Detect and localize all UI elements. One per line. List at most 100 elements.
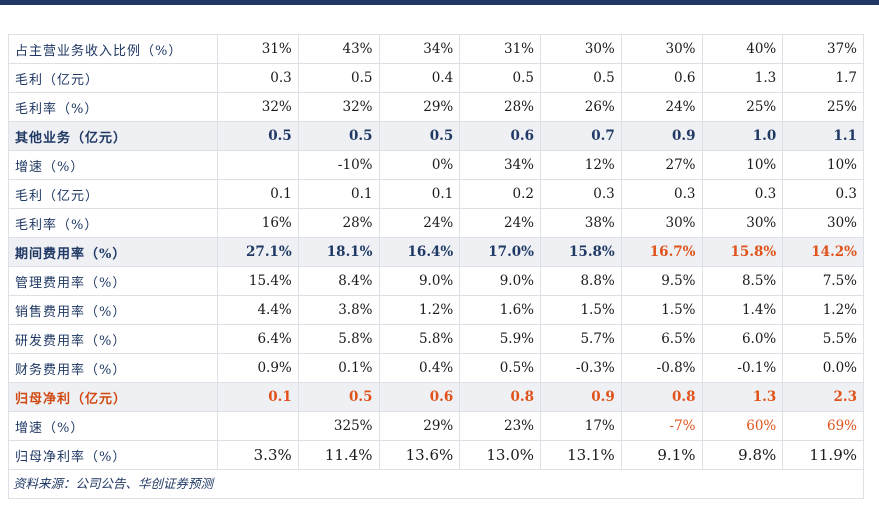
table-cell: 26% [540, 92, 622, 122]
table-cell: 0.7 [540, 121, 622, 151]
table-cell: 0.6 [378, 382, 461, 412]
table-cell: 1.5% [540, 295, 622, 325]
table-cell: 0.8 [620, 382, 703, 412]
table-cell: 1.0 [701, 121, 784, 151]
table-row: 研发费用率（%） 6.4% 5.8% 5.8% 5.9% 5.7% 6.5% 6.0% 5.5% [8, 324, 864, 354]
table-cell: 13.0% [459, 440, 541, 470]
table-row: 毛利率（%） 16% 28% 24% 24% 38% 30% 30% 30% [8, 208, 864, 238]
table-cell [217, 150, 299, 180]
row-label: 管理费用率（%） [8, 266, 218, 296]
table-cell: 3.3% [217, 440, 299, 470]
table-cell: 30% [540, 34, 622, 64]
table-cell: 13.6% [378, 440, 461, 470]
table-cell: 0.2 [459, 179, 541, 209]
row-label: 增速（%） [8, 150, 218, 180]
table-row: 财务费用率（%） 0.9% 0.1% 0.4% 0.5% -0.3% -0.8% -0.1% 0… [8, 353, 864, 383]
row-label: 毛利（亿元） [8, 63, 218, 93]
table-cell: 1.2% [782, 295, 864, 325]
table-cell: 1.1 [782, 121, 864, 151]
table-cell: 18.1% [297, 237, 380, 267]
table-cell: 17% [540, 411, 622, 441]
table-cell: 0.1 [217, 179, 299, 209]
table-cell: 9.0% [459, 266, 541, 296]
table-cell: 1.3 [701, 63, 784, 93]
table-cell: 6.0% [701, 324, 784, 354]
table-row: 归母净利（亿元） 0.1 0.5 0.6 0.8 0.9 0.8 1.3 2.3 [8, 382, 864, 412]
row-label: 其他业务（亿元） [8, 121, 218, 151]
table-cell: 43% [297, 34, 380, 64]
table-cell: 16.4% [378, 237, 461, 267]
table-cell: 14.2% [782, 237, 864, 267]
financial-table: 占主营业务收入比例（%） 31% 43% 34% 31% 30% 30% 40% 37% 毛利（亿… [8, 34, 864, 470]
table-cell: 0.9 [620, 121, 703, 151]
table-cell: 27.1% [217, 237, 299, 267]
table-cell: 5.8% [378, 324, 461, 354]
table-cell: 0.5 [297, 382, 380, 412]
row-label: 毛利率（%） [8, 208, 218, 238]
table-cell: 0.9 [540, 382, 622, 412]
table-cell: 0.3 [217, 63, 299, 93]
table-cell: -7% [620, 411, 703, 441]
table-cell: 0.5 [297, 63, 380, 93]
table-cell: 5.8% [297, 324, 380, 354]
table-cell: 3.8% [297, 295, 380, 325]
table-cell: 30% [620, 208, 703, 238]
table-cell: 1.6% [459, 295, 541, 325]
table-cell: 4.4% [217, 295, 299, 325]
table-cell: 0.0% [782, 353, 864, 383]
table-cell: 0.4 [378, 63, 461, 93]
table-cell: 5.9% [459, 324, 541, 354]
table-cell: 24% [620, 92, 703, 122]
table-row: 归母净利率（%） 3.3% 11.4% 13.6% 13.0% 13.1% 9.1% 9.8%… [8, 440, 864, 470]
table-cell: -0.1% [701, 353, 784, 383]
table-cell: 1.7 [782, 63, 864, 93]
table-cell: 30% [782, 208, 864, 238]
table-cell: 29% [378, 411, 461, 441]
table-cell: 0.6 [620, 63, 703, 93]
table-row: 管理费用率（%） 15.4% 8.4% 9.0% 9.0% 8.8% 9.5% 8.5% 7.5… [8, 266, 864, 296]
table-cell: 1.5% [620, 295, 703, 325]
financial-table-container: 占主营业务收入比例（%） 31% 43% 34% 31% 30% 30% 40% 37% 毛利（亿… [8, 34, 864, 499]
table-cell: 0.6 [459, 121, 541, 151]
table-cell: -0.3% [540, 353, 622, 383]
table-cell: 15.8% [701, 237, 784, 267]
table-cell: 12% [540, 150, 622, 180]
table-row: 占主营业务收入比例（%） 31% 43% 34% 31% 30% 30% 40% 37% [8, 34, 864, 64]
table-row: 毛利（亿元） 0.1 0.1 0.1 0.2 0.3 0.3 0.3 0.3 [8, 179, 864, 209]
table-row: 其他业务（亿元） 0.5 0.5 0.5 0.6 0.7 0.9 1.0 1.1 [8, 121, 864, 151]
table-row: 期间费用率（%） 27.1% 18.1% 16.4% 17.0% 15.8% 16.7% 15… [8, 237, 864, 267]
table-cell: 15.8% [540, 237, 622, 267]
table-row: 毛利（亿元） 0.3 0.5 0.4 0.5 0.5 0.6 1.3 1.7 [8, 63, 864, 93]
table-cell: 8.5% [701, 266, 784, 296]
table-cell: 0.1 [217, 382, 299, 412]
table-cell: 34% [459, 150, 541, 180]
table-cell: 0.3 [540, 179, 622, 209]
table-cell: 27% [620, 150, 703, 180]
table-cell: 0.5 [540, 63, 622, 93]
table-cell: 0.4% [378, 353, 461, 383]
table-cell: 69% [782, 411, 864, 441]
table-cell: 0.8 [459, 382, 541, 412]
table-cell: 0.1% [297, 353, 380, 383]
table-row: 增速（%） 325% 29% 23% 17% -7% 60% 69% [8, 411, 864, 441]
table-cell: 6.5% [620, 324, 703, 354]
table-cell: 23% [459, 411, 541, 441]
table-cell: 24% [459, 208, 541, 238]
table-cell: 10% [701, 150, 784, 180]
table-cell: 0.3 [620, 179, 703, 209]
table-cell: 0.5% [459, 353, 541, 383]
table-cell: 13.1% [540, 440, 622, 470]
row-label: 归母净利率（%） [8, 440, 218, 470]
table-cell: 16.7% [620, 237, 703, 267]
table-cell: 15.4% [217, 266, 299, 296]
top-rule [0, 0, 879, 5]
table-cell: 0.1 [297, 179, 380, 209]
table-cell: 0.3 [701, 179, 784, 209]
row-label: 毛利（亿元） [8, 179, 218, 209]
financial-table-body: 占主营业务收入比例（%） 31% 43% 34% 31% 30% 30% 40% 37% 毛利（亿… [8, 34, 864, 470]
row-label: 研发费用率（%） [8, 324, 218, 354]
table-row: 销售费用率（%） 4.4% 3.8% 1.2% 1.6% 1.5% 1.5% 1.4% 1.2% [8, 295, 864, 325]
table-cell: 31% [459, 34, 541, 64]
table-cell: 9.1% [620, 440, 703, 470]
table-cell: 25% [782, 92, 864, 122]
